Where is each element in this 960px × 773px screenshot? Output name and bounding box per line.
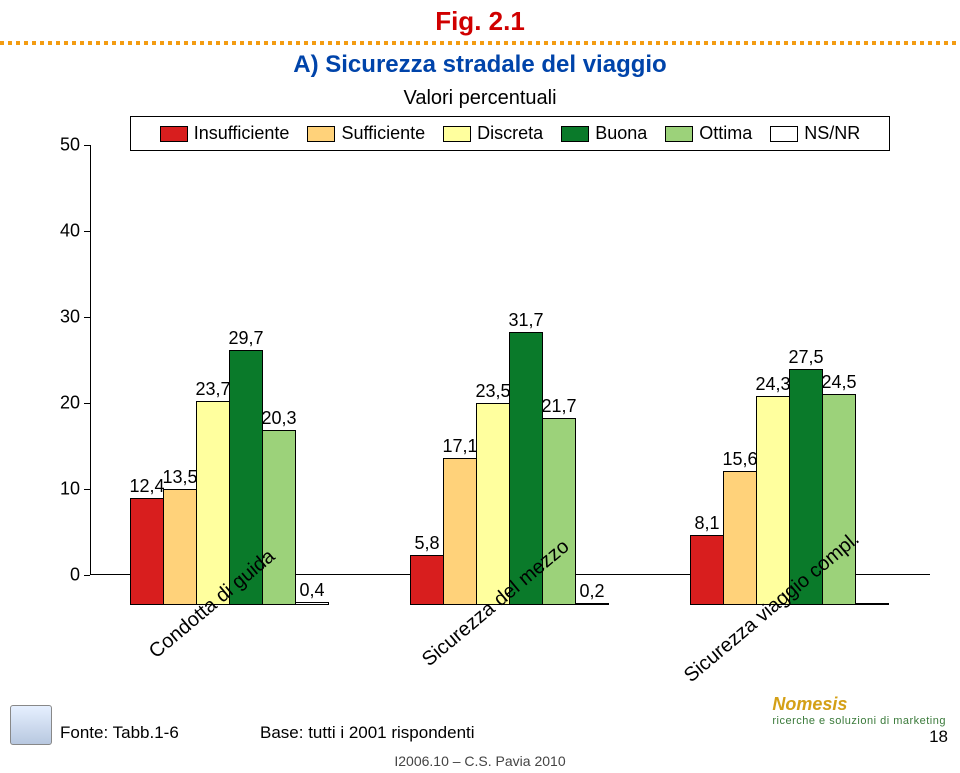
bar-value-label: 23,5 <box>475 381 510 402</box>
bar: 20,3 <box>262 430 296 605</box>
bar: 23,7 <box>196 401 230 605</box>
bar: 24,3 <box>756 396 790 605</box>
y-tick-label: 10 <box>30 479 80 500</box>
bar: 5,8 <box>410 555 444 605</box>
bar-value-label: 20,3 <box>261 408 296 429</box>
bar: 12,4 <box>130 498 164 605</box>
bar-value-label: 12,4 <box>129 476 164 497</box>
page-number: 18 <box>929 727 948 747</box>
bar: 17,1 <box>443 458 477 605</box>
y-tick-label: 30 <box>30 307 80 328</box>
bar: 23,5 <box>476 403 510 605</box>
legend-label: Discreta <box>477 123 543 144</box>
legend-swatch <box>160 126 188 142</box>
y-tick-label: 50 <box>30 135 80 156</box>
bar-value-label: 24,3 <box>755 374 790 395</box>
legend-item: Sufficiente <box>307 123 425 144</box>
legend-item: Discreta <box>443 123 543 144</box>
bar-value-label: 13,5 <box>162 467 197 488</box>
bar: 15,6 <box>723 471 757 605</box>
legend-label: Sufficiente <box>341 123 425 144</box>
bar: 13,5 <box>163 489 197 605</box>
bar-value-label: 17,1 <box>442 436 477 457</box>
logo-name: Nomesis <box>772 694 847 714</box>
bar-value-label: 0,4 <box>299 580 324 601</box>
legend-label: NS/NR <box>804 123 860 144</box>
legend-item: Buona <box>561 123 647 144</box>
figure-label: Fig. 2.1 <box>0 6 960 37</box>
certification-badge-icon <box>10 705 52 745</box>
bar: 8,1 <box>690 535 724 605</box>
legend-label: Insufficiente <box>194 123 290 144</box>
legend-swatch <box>443 126 471 142</box>
y-axis <box>90 145 91 575</box>
legend-label: Buona <box>595 123 647 144</box>
legend-swatch <box>561 126 589 142</box>
bar-value-label: 8,1 <box>694 513 719 534</box>
divider <box>0 41 960 45</box>
bar-value-label: 31,7 <box>508 310 543 331</box>
bar-value-label: 27,5 <box>788 347 823 368</box>
bar: 21,7 <box>542 418 576 605</box>
bar-value-label: 29,7 <box>228 328 263 349</box>
bar-value-label: 24,5 <box>821 372 856 393</box>
logo: Nomesis ricerche e soluzioni di marketin… <box>772 694 946 727</box>
legend: Insufficiente Sufficiente Discreta Buona Ott… <box>130 116 890 151</box>
legend-swatch <box>665 126 693 142</box>
legend-swatch <box>307 126 335 142</box>
base-text: Base: tutti i 2001 rispondenti <box>260 723 475 743</box>
bar <box>855 603 889 605</box>
chart: Insufficiente Sufficiente Discreta Buona Ott… <box>30 116 930 605</box>
footer-text: I2006.10 – C.S. Pavia 2010 <box>0 753 960 769</box>
legend-label: Ottima <box>699 123 752 144</box>
plot-area: 0102030405012,413,523,729,720,30,45,817,… <box>30 145 930 605</box>
logo-tagline: ricerche e soluzioni di marketing <box>772 715 946 727</box>
chart-title: A) Sicurezza stradale del viaggio <box>0 51 960 79</box>
legend-swatch <box>770 126 798 142</box>
legend-item: Ottima <box>665 123 752 144</box>
y-tick-label: 40 <box>30 221 80 242</box>
bar: 0,2 <box>575 603 609 605</box>
bar-value-label: 15,6 <box>722 449 757 470</box>
bar-value-label: 23,7 <box>195 379 230 400</box>
y-tick-label: 0 <box>30 565 80 586</box>
bar: 0,4 <box>295 602 329 605</box>
bar-value-label: 21,7 <box>541 396 576 417</box>
y-tick-label: 20 <box>30 393 80 414</box>
chart-subtitle: Valori percentuali <box>0 87 960 110</box>
bar-value-label: 5,8 <box>414 533 439 554</box>
legend-item: Insufficiente <box>160 123 290 144</box>
source-text: Fonte: Tabb.1-6 <box>60 723 179 743</box>
bar-value-label: 0,2 <box>579 581 604 602</box>
legend-item: NS/NR <box>770 123 860 144</box>
